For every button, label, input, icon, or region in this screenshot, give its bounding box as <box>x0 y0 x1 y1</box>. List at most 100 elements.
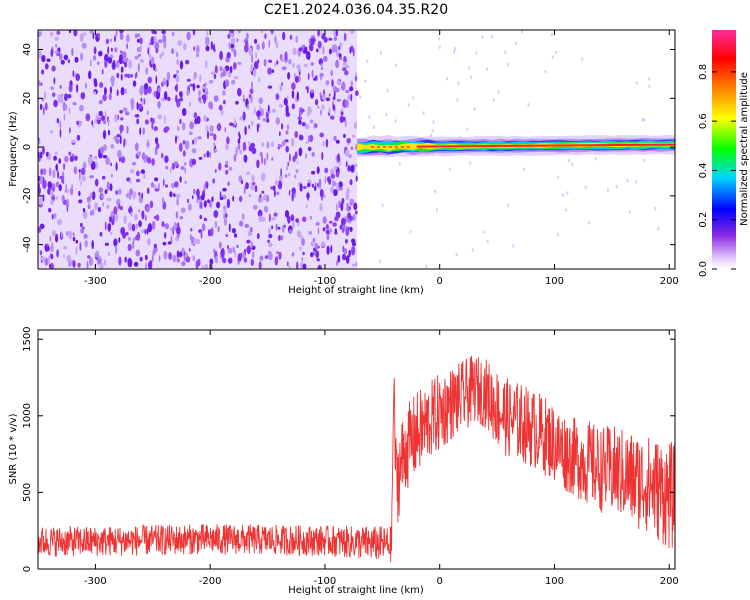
noise-speckle <box>246 245 251 255</box>
noise-speckle <box>306 141 308 144</box>
noise-speckle <box>53 77 56 85</box>
noise-speckle <box>42 168 47 176</box>
noise-speckle <box>243 257 248 263</box>
noise-speckle <box>85 113 91 122</box>
noise-speckle <box>263 205 269 213</box>
noise-speckle <box>214 169 217 173</box>
noise-speckle <box>333 189 338 197</box>
noise-speckle <box>306 88 309 94</box>
noise-speckle <box>198 90 201 97</box>
noise-speckle <box>350 80 353 88</box>
noise-speckle <box>219 66 223 72</box>
snr-series-line <box>38 355 675 562</box>
noise-speckle <box>333 135 337 141</box>
noise-speckle <box>109 86 112 94</box>
noise-speckle <box>317 264 322 269</box>
noise-speckle <box>89 192 93 198</box>
noise-speckle <box>118 256 122 266</box>
noise-speckle <box>214 148 218 153</box>
noise-speckle <box>325 97 330 102</box>
noise-speckle <box>59 84 62 89</box>
noise-speckle <box>318 178 322 187</box>
noise-speckle <box>346 137 352 144</box>
noise-speckle <box>112 59 116 69</box>
snr-y-tick-label: 0 <box>22 566 33 572</box>
noise-speckle <box>317 40 322 49</box>
faint-speckle <box>557 232 559 237</box>
noise-speckle <box>93 91 97 95</box>
noise-speckle <box>175 75 180 83</box>
noise-speckle <box>220 109 224 116</box>
noise-speckle <box>134 73 137 79</box>
noise-speckle <box>231 33 234 37</box>
noise-speckle <box>279 104 284 108</box>
noise-speckle <box>125 34 130 43</box>
noise-speckle <box>339 115 344 123</box>
noise-speckle <box>50 130 54 134</box>
noise-speckle <box>306 51 311 61</box>
noise-speckle <box>186 31 191 41</box>
noise-speckle <box>333 44 338 53</box>
noise-speckle <box>250 142 256 148</box>
noise-speckle <box>284 174 288 178</box>
noise-speckle <box>213 248 216 254</box>
noise-speckle <box>153 90 157 97</box>
noise-speckle <box>147 223 153 233</box>
noise-speckle <box>321 104 325 110</box>
faint-speckle <box>381 203 384 208</box>
faint-speckle <box>615 184 618 189</box>
noise-speckle <box>176 233 180 238</box>
spectrogram-x-tick-label: -200 <box>199 276 222 287</box>
noise-speckle <box>288 229 293 234</box>
noise-speckle <box>38 182 41 188</box>
faint-speckle <box>431 129 434 133</box>
noise-speckle <box>50 48 54 58</box>
noise-speckle <box>198 96 202 102</box>
noise-speckle <box>319 188 324 198</box>
noise-speckle <box>275 93 280 101</box>
noise-speckle <box>205 125 209 132</box>
noise-speckle <box>281 123 284 130</box>
noise-speckle <box>315 99 319 106</box>
noise-speckle <box>155 75 158 84</box>
noise-speckle <box>44 63 49 70</box>
noise-speckle <box>242 97 246 103</box>
noise-speckle <box>213 95 219 102</box>
noise-speckle <box>305 153 307 159</box>
noise-speckle <box>310 62 314 66</box>
noise-speckle <box>79 104 84 112</box>
noise-speckle <box>322 216 327 224</box>
noise-speckle <box>291 192 294 202</box>
faint-speckle <box>629 210 631 214</box>
noise-speckle <box>252 251 255 259</box>
noise-speckle <box>345 239 348 244</box>
faint-speckle <box>606 188 609 192</box>
noise-speckle <box>38 195 43 206</box>
noise-speckle <box>243 154 248 163</box>
noise-speckle <box>329 168 335 176</box>
noise-speckle <box>292 47 297 55</box>
noise-speckle <box>52 230 56 237</box>
noise-speckle <box>350 93 353 102</box>
noise-speckle <box>102 129 107 140</box>
noise-speckle <box>98 99 103 105</box>
noise-speckle <box>233 49 237 58</box>
noise-speckle <box>298 119 302 125</box>
noise-speckle <box>99 262 104 269</box>
faint-speckle <box>657 226 660 231</box>
noise-speckle <box>340 84 344 91</box>
faint-speckle <box>654 206 657 211</box>
noise-speckle <box>246 171 251 175</box>
noise-speckle <box>171 182 175 189</box>
noise-speckle <box>326 233 330 241</box>
noise-speckle <box>224 127 227 133</box>
noise-speckle <box>248 194 251 198</box>
noise-speckle <box>115 138 120 144</box>
noise-speckle <box>203 153 206 158</box>
noise-speckle <box>249 88 254 95</box>
noise-speckle <box>196 188 200 197</box>
noise-speckle <box>179 118 182 125</box>
noise-speckle <box>328 93 331 97</box>
noise-speckle <box>203 94 206 104</box>
noise-speckle <box>144 254 148 261</box>
